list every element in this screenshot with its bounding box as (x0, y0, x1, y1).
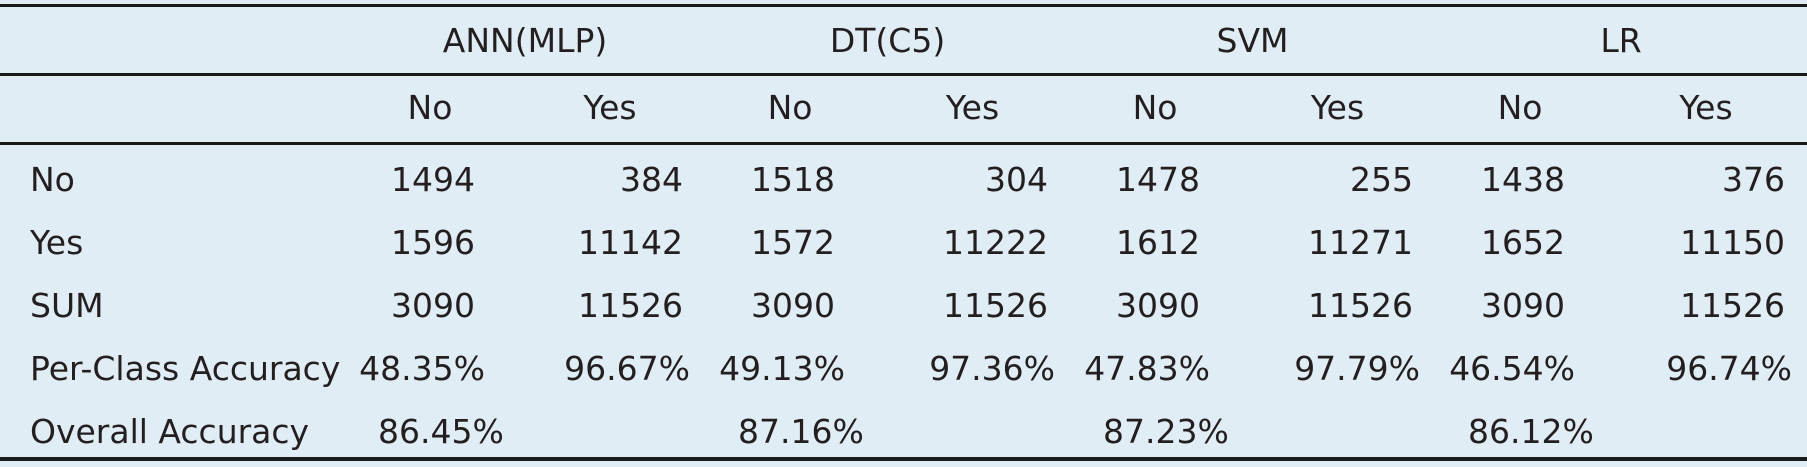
row-label: Yes (30, 223, 84, 262)
class-header: Yes (583, 88, 637, 127)
bottom-rule (0, 457, 1807, 461)
table-cell: 384 (620, 160, 684, 199)
table-cell: 96.67% (564, 349, 691, 388)
model-header-ann: ANN(MLP) (442, 20, 608, 60)
table-cell: 11150 (1680, 223, 1786, 262)
class-header-row: No Yes No Yes No Yes No Yes (0, 73, 1807, 142)
table-cell: 11526 (1680, 286, 1786, 325)
table-cell: 3090 (1481, 286, 1566, 325)
table-cell: 1494 (391, 160, 475, 199)
table-cell: 1596 (391, 223, 475, 262)
class-header: No (1132, 88, 1178, 127)
table-cell: 3090 (751, 286, 836, 325)
table-cell: 3090 (1116, 286, 1201, 325)
table-cell: 97.36% (929, 349, 1056, 388)
model-header-lr: LR (1600, 20, 1642, 60)
results-table: ANN(MLP) DT(C5) SVM LR No Yes No Yes No … (0, 7, 1807, 463)
table-cell: 255 (1350, 160, 1414, 199)
table-cell: 11142 (578, 223, 684, 262)
row-label: Per-Class Accuracy (30, 349, 341, 388)
model-header-dt: DT(C5) (829, 20, 946, 60)
table-row: Yes 1596 11142 1572 11222 1612 11271 165… (0, 211, 1807, 274)
table-cell: 1518 (751, 160, 836, 199)
overall-accuracy-value: 87.16% (738, 412, 864, 451)
table-cell: 47.83% (1084, 349, 1211, 388)
class-header: No (407, 88, 453, 127)
class-header: No (767, 88, 813, 127)
model-header-row: ANN(MLP) DT(C5) SVM LR (0, 7, 1807, 73)
table-row: No 1494 384 1518 304 1478 255 1438 376 (0, 148, 1807, 211)
overall-accuracy-value: 86.12% (1468, 412, 1594, 451)
class-header: Yes (945, 88, 1000, 127)
table-cell: 11222 (943, 223, 1049, 262)
overall-accuracy-row: Overall Accuracy 86.45% 87.16% 87.23% 86… (0, 400, 1807, 463)
row-label: SUM (30, 286, 104, 325)
table-cell: 3090 (391, 286, 475, 325)
table-cell: 97.79% (1294, 349, 1421, 388)
row-label: No (30, 160, 75, 199)
table-row: Per-Class Accuracy 48.35% 96.67% 49.13% … (0, 337, 1807, 400)
table-cell: 304 (985, 160, 1049, 199)
table-cell: 376 (1722, 160, 1786, 199)
class-header: Yes (1679, 88, 1733, 127)
model-header-svm: SVM (1216, 20, 1289, 60)
class-header: No (1497, 88, 1543, 127)
overall-accuracy-value: 87.23% (1103, 412, 1229, 451)
corner-cell (0, 73, 345, 142)
table-cell: 1438 (1481, 160, 1566, 199)
table-cell: 11271 (1308, 223, 1414, 262)
model-header-rule (0, 73, 1807, 76)
row-label: Overall Accuracy (30, 412, 310, 451)
table-cell: 48.35% (359, 349, 485, 388)
table-cell: 11526 (578, 286, 684, 325)
table-cell: 46.54% (1449, 349, 1576, 388)
class-header: Yes (1310, 88, 1365, 127)
class-header-rule (0, 142, 1807, 145)
table-cell: 11526 (943, 286, 1049, 325)
table-cell: 1612 (1116, 223, 1201, 262)
table-cell: 49.13% (719, 349, 846, 388)
table-cell: 1652 (1481, 223, 1566, 262)
overall-accuracy-value: 86.45% (378, 412, 504, 451)
table-cell: 1572 (751, 223, 836, 262)
table-cell: 1478 (1116, 160, 1201, 199)
top-rule (0, 4, 1807, 7)
table-cell: 96.74% (1666, 349, 1793, 388)
corner-cell (0, 7, 345, 73)
table-row: SUM 3090 11526 3090 11526 3090 11526 309… (0, 274, 1807, 337)
table-cell: 11526 (1308, 286, 1414, 325)
